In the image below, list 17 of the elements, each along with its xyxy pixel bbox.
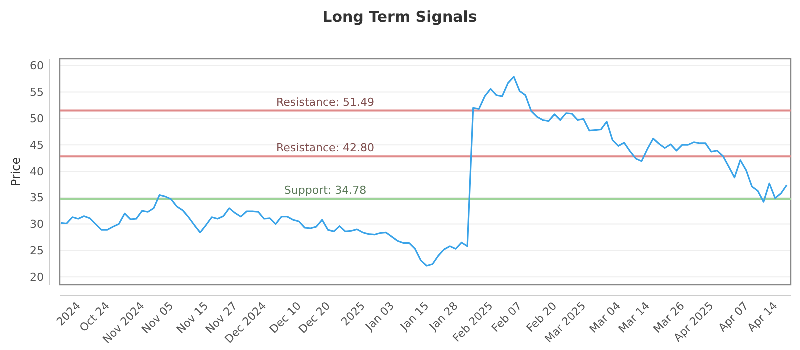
y-tick-label: 30 [30,218,44,232]
y-tick-label: 25 [30,244,44,258]
y-tick-label: 50 [30,112,44,126]
x-tick-label: Jan 03 [362,300,397,334]
y-tick-label: 55 [30,86,44,100]
ref-line-label: Resistance: 42.80 [276,142,374,155]
y-tick-label: 45 [30,138,44,152]
y-tick-label: 20 [30,270,44,284]
x-tick-label: Apr 14 [745,300,780,335]
ref-line-label: Support: 34.78 [284,184,367,198]
line-series [60,76,788,267]
y-tick-label: 35 [30,192,44,205]
chart-title: Long Term Signals [322,8,478,26]
y-tick-label: 60 [30,60,44,73]
y-axis-title: Price [9,157,23,187]
y-tick-label: 40 [30,165,44,178]
ref-line-label: Resistance: 51.49 [276,96,374,109]
